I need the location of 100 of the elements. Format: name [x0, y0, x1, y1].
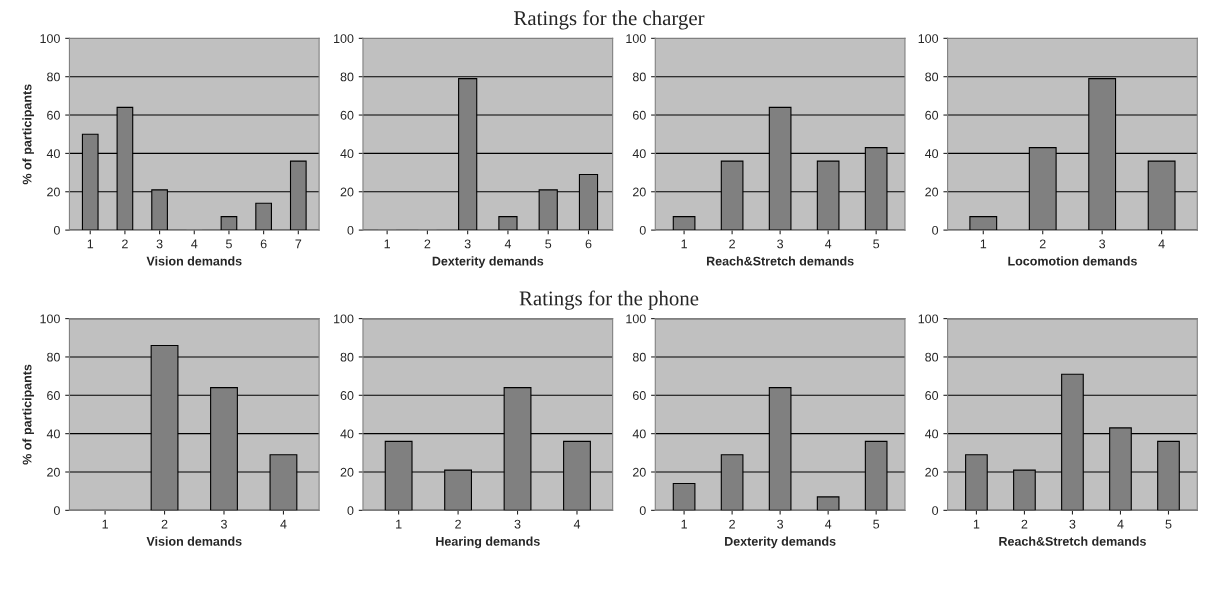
- x-axis-title: Locomotion demands: [1008, 256, 1137, 266]
- y-tick-label: 40: [340, 149, 354, 159]
- y-tick-label: 40: [632, 149, 646, 159]
- y-tick-label: 100: [334, 34, 354, 43]
- y-tick-label: 40: [924, 429, 939, 439]
- bar: [816, 496, 840, 511]
- x-tick-label: 3: [1099, 239, 1106, 249]
- x-tick-label: 4: [824, 239, 832, 249]
- x-tick-label: 4: [573, 519, 581, 529]
- x-tick-label: 1: [681, 239, 687, 249]
- x-axis-title: Dexterity demands: [432, 256, 544, 268]
- x-tick-label: 3: [221, 519, 227, 529]
- y-tick-label: 100: [334, 314, 354, 324]
- x-tick-label: 2: [122, 239, 128, 249]
- y-tick-label: 0: [639, 225, 646, 235]
- y-tick-label: 60: [925, 110, 939, 120]
- x-tick-label: 1: [384, 239, 390, 249]
- y-tick-label: 0: [347, 225, 354, 235]
- x-tick-label: 6: [585, 239, 592, 249]
- y-axis-title: % of participants: [22, 364, 34, 465]
- y-tick-label: 60: [925, 391, 939, 400]
- y-tick-label: 0: [347, 506, 354, 515]
- x-tick-label: 2: [729, 239, 735, 249]
- x-axis-title: Dexterity demands: [725, 536, 836, 549]
- y-tick-label: 20: [925, 467, 939, 477]
- y-tick-label: 20: [632, 187, 646, 197]
- x-tick-label: 4: [280, 519, 287, 529]
- y-tick-label: 20: [925, 187, 939, 197]
- chart-title: Ratings for the phone: [519, 290, 699, 310]
- x-tick-label: 5: [545, 239, 552, 249]
- x-tick-label: 1: [396, 519, 402, 529]
- bar: [672, 482, 696, 511]
- x-tick-label: 4: [504, 239, 512, 249]
- y-tick-label: 80: [47, 72, 60, 82]
- y-tick-label: 40: [46, 149, 60, 159]
- y-tick-label: 100: [626, 34, 646, 43]
- x-tick-label: 5: [873, 519, 880, 529]
- x-axis-title: Vision demands: [146, 536, 242, 546]
- x-tick-label: 4: [824, 519, 832, 529]
- x-axis-title: Vision demands: [146, 256, 242, 266]
- x-tick-label: 4: [1158, 239, 1165, 249]
- x-tick-label: 2: [729, 519, 735, 529]
- x-tick-label: 4: [1117, 519, 1124, 529]
- y-tick-label: 100: [918, 34, 939, 43]
- x-axis-title: Reach&Stretch demands: [706, 256, 854, 266]
- x-tick-label: 3: [464, 239, 471, 249]
- y-tick-label: 80: [632, 72, 646, 82]
- x-tick-label: 3: [777, 239, 784, 249]
- y-tick-label: 60: [47, 391, 60, 400]
- x-tick-label: 2: [455, 519, 461, 529]
- x-tick-label: 5: [1165, 519, 1172, 529]
- y-tick-label: 60: [632, 110, 646, 120]
- x-tick-label: 3: [777, 519, 784, 529]
- x-tick-label: 3: [1069, 519, 1076, 529]
- x-tick-label: 1: [87, 239, 94, 249]
- y-tick-label: 60: [340, 391, 354, 400]
- y-axis-title: % of participants: [22, 84, 34, 185]
- y-tick-label: 20: [340, 187, 354, 197]
- y-tick-label: 100: [40, 34, 60, 43]
- y-tick-label: 0: [639, 506, 646, 515]
- y-tick-label: 60: [632, 391, 646, 400]
- x-tick-label: 5: [873, 239, 880, 249]
- y-tick-label: 40: [340, 429, 354, 439]
- y-tick-label: 20: [47, 467, 60, 477]
- x-axis-title: Reach&Stretch demands: [999, 536, 1146, 546]
- x-tick-label: 1: [102, 519, 108, 529]
- x-tick-label: 1: [973, 519, 980, 529]
- y-tick-label: 80: [340, 72, 354, 82]
- y-tick-label: 80: [47, 352, 60, 362]
- y-tick-label: 80: [340, 352, 354, 362]
- x-tick-label: 6: [260, 239, 267, 249]
- x-tick-label: 3: [514, 519, 521, 529]
- y-tick-label: 80: [925, 72, 939, 82]
- y-tick-label: 0: [932, 506, 939, 515]
- y-tick-label: 40: [924, 149, 939, 159]
- x-tick-label: 2: [1039, 239, 1046, 249]
- x-tick-label: 2: [161, 519, 168, 529]
- y-tick-label: 0: [932, 225, 939, 235]
- y-tick-label: 100: [918, 314, 939, 324]
- y-tick-label: 60: [47, 110, 60, 120]
- x-tick-label: 7: [295, 239, 302, 249]
- x-tick-label: 4: [191, 239, 198, 249]
- y-tick-label: 80: [632, 352, 646, 362]
- x-tick-label: 3: [156, 239, 163, 249]
- x-tick-label: 2: [424, 239, 431, 249]
- y-tick-label: 40: [632, 429, 646, 439]
- chart-title: Ratings for the charger: [514, 10, 705, 30]
- y-tick-label: 40: [46, 429, 60, 439]
- x-axis-title: Hearing demands: [436, 536, 540, 549]
- y-tick-label: 60: [340, 110, 354, 120]
- y-tick-label: 100: [626, 314, 646, 324]
- x-tick-label: 2: [1021, 519, 1028, 529]
- x-tick-label: 1: [980, 239, 987, 249]
- y-tick-label: 0: [53, 225, 60, 235]
- x-tick-label: 5: [225, 239, 232, 249]
- y-tick-label: 20: [340, 467, 354, 477]
- x-tick-label: 1: [681, 519, 687, 529]
- y-tick-label: 20: [47, 187, 60, 197]
- y-tick-label: 100: [40, 314, 60, 324]
- y-tick-label: 0: [53, 506, 60, 515]
